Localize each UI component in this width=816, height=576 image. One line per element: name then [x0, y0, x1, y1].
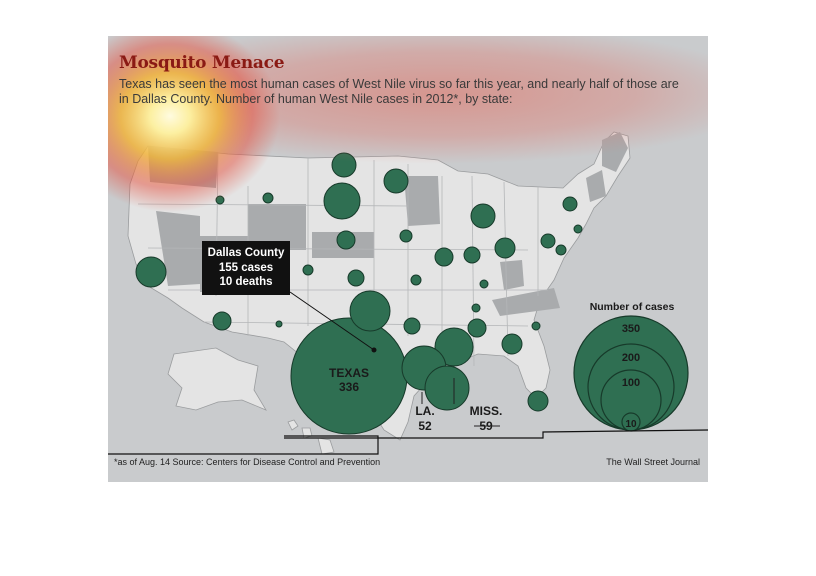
state-case-bubble	[424, 365, 470, 411]
state-case-bubble	[573, 224, 583, 234]
state-case-bubble	[562, 196, 578, 212]
state-case-bubble	[501, 333, 523, 355]
state-case-bubble	[347, 269, 365, 287]
label-miss-name: MISS.	[470, 404, 503, 418]
graphic-title: Mosquito Menace	[119, 53, 285, 73]
callout-line-2: 155 cases	[218, 261, 274, 274]
footer-rules	[108, 429, 708, 455]
state-case-bubble	[434, 247, 454, 267]
callout-line-1: Dallas County	[207, 247, 285, 259]
callout-line-3: 10 deaths	[219, 276, 273, 288]
source-note: *as of Aug. 14 Source: Centers for Disea…	[114, 457, 381, 467]
state-shape-wi	[404, 176, 440, 226]
state-case-bubble	[323, 182, 361, 220]
state-case-bubble	[399, 229, 413, 243]
state-case-bubble	[331, 152, 357, 178]
state-shape-wa	[148, 146, 218, 188]
callout-pointer	[289, 291, 375, 351]
state-case-bubble	[349, 290, 391, 332]
state-case-bubble	[555, 244, 567, 256]
state-shape-wv	[500, 260, 524, 290]
size-legend: Number of cases 350 200 100 10	[573, 301, 689, 432]
label-la-value: 52	[418, 419, 432, 433]
state-case-bubble	[135, 256, 167, 288]
state-case-bubble	[471, 303, 481, 313]
graphic-subtitle: Texas has seen the most human cases of W…	[119, 77, 679, 106]
state-case-bubble	[215, 195, 225, 205]
state-case-bubble	[275, 320, 283, 328]
state-case-bubble	[302, 264, 314, 276]
state-case-bubble	[470, 203, 496, 229]
infographic: TEXAS 336 LA. 52 MISS. 59 Number of case…	[108, 36, 708, 482]
dallas-marker	[371, 347, 377, 353]
alaska-shape	[167, 347, 267, 411]
legend-label-200: 200	[622, 352, 640, 364]
state-case-bubble	[479, 279, 489, 289]
publisher-credit: The Wall Street Journal	[606, 457, 700, 467]
state-case-bubble	[336, 230, 356, 250]
label-texas-name: TEXAS	[329, 366, 369, 380]
legend-title: Number of cases	[590, 301, 675, 313]
state-case-bubble	[403, 317, 421, 335]
label-la-name: LA.	[415, 404, 434, 418]
state-case-bubble	[540, 233, 556, 249]
state-case-bubble	[527, 390, 549, 412]
legend-label-10: 10	[625, 419, 637, 430]
dallas-callout: Dallas County 155 cases 10 deaths	[202, 241, 290, 295]
state-case-bubble	[494, 237, 516, 259]
state-shape-wy	[248, 204, 306, 250]
state-case-bubble	[212, 311, 232, 331]
state-shape-vt-nh	[586, 170, 606, 202]
state-case-bubble	[434, 327, 474, 367]
state-case-bubble	[410, 274, 422, 286]
state-case-bubble	[383, 168, 409, 194]
label-texas-value: 336	[339, 380, 359, 394]
state-case-bubble	[262, 192, 274, 204]
state-case-bubble	[463, 246, 481, 264]
state-case-bubble	[467, 318, 487, 338]
legend-label-100: 100	[622, 377, 640, 389]
legend-label-350: 350	[622, 323, 640, 335]
state-case-bubble	[531, 321, 541, 331]
state-shape-nc	[492, 288, 560, 316]
